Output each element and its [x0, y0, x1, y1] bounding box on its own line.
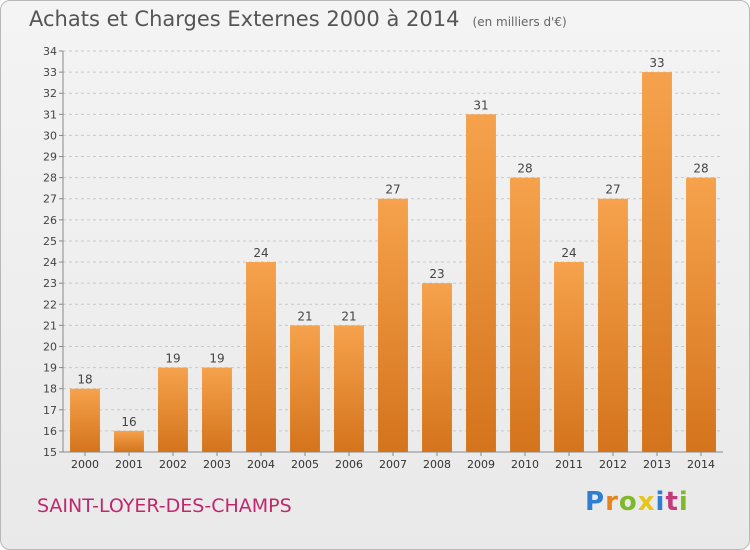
- bar: [378, 199, 408, 452]
- x-tick-label: 2006: [335, 458, 363, 471]
- place-name: SAINT-LOYER-DES-CHAMPS: [37, 495, 292, 517]
- y-tick-label: 26: [43, 214, 57, 227]
- y-tick-label: 25: [43, 235, 57, 248]
- y-tick-label: 29: [43, 151, 57, 164]
- proxiti-logo[interactable]: Proxiti: [585, 487, 689, 517]
- y-tick-label: 24: [43, 256, 57, 269]
- bar: [510, 178, 540, 452]
- logo-letter: o: [619, 487, 638, 517]
- x-tick-label: 2013: [643, 458, 671, 471]
- chart-frame: Achats et Charges Externes 2000 à 2014 (…: [0, 0, 750, 550]
- bar-chart: 15 16 17 18 19 20 21 22 23 24 25 26 27 28 29 30 31 32 33 34…: [1, 1, 749, 549]
- bar-value-label: 21: [297, 309, 312, 323]
- x-tick-label: 2007: [379, 458, 407, 471]
- bar-value-label: 33: [649, 56, 664, 70]
- x-tick-label: 2014: [687, 458, 715, 471]
- bar-value-label: 24: [561, 246, 576, 260]
- x-tick-label: 2008: [423, 458, 451, 471]
- bar: [70, 389, 100, 452]
- y-tick-label: 27: [43, 193, 57, 206]
- bar: [598, 199, 628, 452]
- bar: [642, 72, 672, 452]
- bar-value-label: 31: [473, 98, 488, 112]
- y-tick-label: 20: [43, 340, 57, 353]
- bar-value-label: 28: [693, 162, 708, 176]
- logo-letter: r: [605, 487, 619, 517]
- y-tick-label: 31: [43, 108, 57, 121]
- y-tick-label: 30: [43, 129, 57, 142]
- y-tick-label: 28: [43, 172, 57, 185]
- logo-letter: x: [638, 487, 656, 517]
- bar-value-label: 19: [165, 352, 180, 366]
- x-tick-label: 2011: [555, 458, 583, 471]
- y-tick-label: 33: [43, 66, 57, 79]
- y-tick-label: 19: [43, 362, 57, 375]
- x-tick-label: 2012: [599, 458, 627, 471]
- y-tick-label: 16: [43, 425, 57, 438]
- x-tick-label: 2001: [115, 458, 143, 471]
- x-tick-label: 2003: [203, 458, 231, 471]
- y-tick-label: 21: [43, 319, 57, 332]
- bar: [554, 262, 584, 452]
- y-tick-label: 17: [43, 404, 57, 417]
- logo-letter: t: [665, 487, 678, 517]
- y-tick-label: 23: [43, 277, 57, 290]
- x-tick-label: 2010: [511, 458, 539, 471]
- bar-value-label: 27: [385, 183, 400, 197]
- bar-value-label: 28: [517, 162, 532, 176]
- bar-value-label: 27: [605, 183, 620, 197]
- bar-value-label: 18: [77, 373, 92, 387]
- bar: [290, 325, 320, 452]
- bar: [334, 325, 364, 452]
- bar-value-label: 19: [209, 352, 224, 366]
- logo-letter: P: [585, 487, 605, 517]
- x-tick-label: 2009: [467, 458, 495, 471]
- y-tick-label: 22: [43, 298, 57, 311]
- y-tick-label: 18: [43, 383, 57, 396]
- bar-value-label: 21: [341, 309, 356, 323]
- x-tick-label: 2002: [159, 458, 187, 471]
- x-tick-label: 2000: [71, 458, 99, 471]
- x-tick-label: 2004: [247, 458, 275, 471]
- y-tick-label: 34: [43, 45, 57, 58]
- bar-value-label: 23: [429, 267, 444, 281]
- bar: [202, 368, 232, 452]
- y-tick-label: 32: [43, 87, 57, 100]
- bar-value-label: 24: [253, 246, 268, 260]
- y-tick-label: 15: [43, 446, 57, 459]
- bar: [422, 283, 452, 452]
- bar: [114, 431, 144, 452]
- bar: [158, 368, 188, 452]
- bar-value-label: 16: [121, 415, 136, 429]
- logo-letter: i: [656, 487, 666, 517]
- logo-letter: i: [679, 487, 689, 517]
- bar: [686, 178, 716, 452]
- bar: [466, 114, 496, 452]
- bar: [246, 262, 276, 452]
- x-tick-label: 2005: [291, 458, 319, 471]
